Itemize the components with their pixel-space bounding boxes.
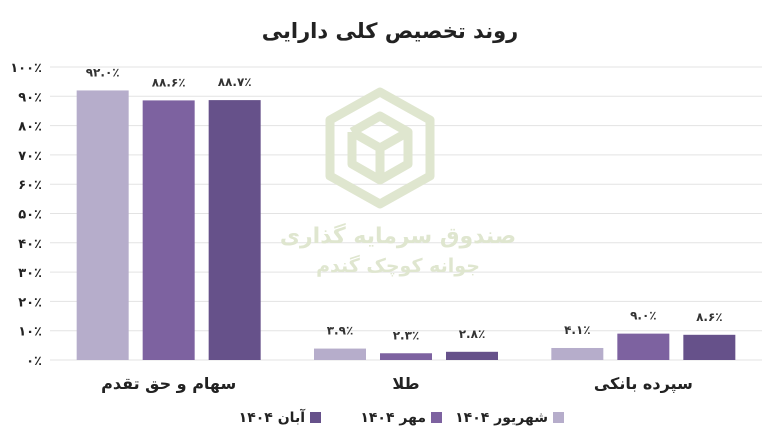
y-tick-label: ۹۰٪: [18, 90, 42, 105]
data-label: ۸۸.۶٪: [152, 75, 186, 89]
data-label: ۲.۸٪: [459, 327, 486, 341]
legend-swatch: [310, 412, 321, 423]
legend-swatch: [553, 412, 564, 423]
data-label: ۲.۳٪: [393, 328, 420, 342]
bars: [76, 90, 736, 360]
chart-title: روند تخصیص کلی دارایی: [262, 19, 518, 43]
data-label: ۸.۶٪: [696, 310, 723, 324]
legend-label: آبان ۱۴۰۴: [239, 408, 307, 426]
bar: [617, 333, 670, 360]
watermark-logo-icon: [325, 87, 435, 209]
y-tick-label: ۱۰۰٪: [10, 61, 42, 76]
y-tick-label: ۸۰٪: [18, 120, 42, 135]
watermark: صندوق سرمایه گذاری جوانه کوچک گندم: [280, 87, 516, 277]
y-tick-label: ۳۰٪: [18, 266, 42, 281]
bar: [314, 348, 366, 360]
bar: [142, 100, 195, 360]
y-tick-label: ۲۰٪: [18, 295, 42, 310]
y-tick-label: ۷۰٪: [18, 149, 42, 164]
bar: [446, 351, 498, 360]
y-axis-ticks: ۰٪ ۱۰٪ ۲۰٪ ۳۰٪ ۴۰٪ ۵۰٪ ۶۰٪ ۷۰٪ ۸۰٪ ۹۰٪ ۱۰۰٪: [10, 61, 42, 369]
data-label: ۹۲.۰٪: [86, 65, 120, 79]
category-label: سپرده بانکی: [594, 374, 693, 394]
bar: [551, 347, 604, 360]
legend-swatch: [431, 412, 442, 423]
bar: [380, 353, 432, 360]
category-label: سهام و حق تقدم: [101, 374, 236, 393]
data-label: ۴.۱٪: [564, 323, 591, 337]
data-label: ۳.۹٪: [327, 324, 354, 338]
watermark-line1: صندوق سرمایه گذاری: [280, 222, 516, 249]
legend-label: مهر ۱۴۰۴: [360, 410, 426, 426]
y-tick-label: ۶۰٪: [18, 178, 42, 193]
legend-label: شهریور ۱۴۰۴: [455, 410, 548, 426]
watermark-line2: جوانه کوچک گندم: [316, 254, 480, 277]
y-tick-label: ۱۰٪: [18, 325, 42, 340]
bar: [683, 334, 736, 360]
legend: شهریور ۱۴۰۴ مهر ۱۴۰۴ آبان ۱۴۰۴: [239, 408, 564, 426]
data-label: ۹.۰٪: [630, 309, 657, 323]
bar: [76, 90, 129, 360]
data-label: ۸۸.۷٪: [218, 75, 252, 89]
x-axis-categories: سهام و حق تقدم طلا سپرده بانکی: [101, 374, 693, 394]
y-tick-label: ۴۰٪: [18, 237, 42, 252]
bar: [208, 100, 261, 360]
category-label: طلا: [392, 374, 419, 393]
y-tick-label: ۰٪: [26, 354, 42, 369]
data-labels: ۹۲.۰٪ ۸۸.۶٪ ۸۸.۷٪ ۳.۹٪ ۲.۳٪ ۲.۸٪ ۴.۱٪ ۹.۰٪ ۸.۶٪: [86, 65, 723, 342]
y-tick-label: ۵۰٪: [18, 208, 42, 223]
